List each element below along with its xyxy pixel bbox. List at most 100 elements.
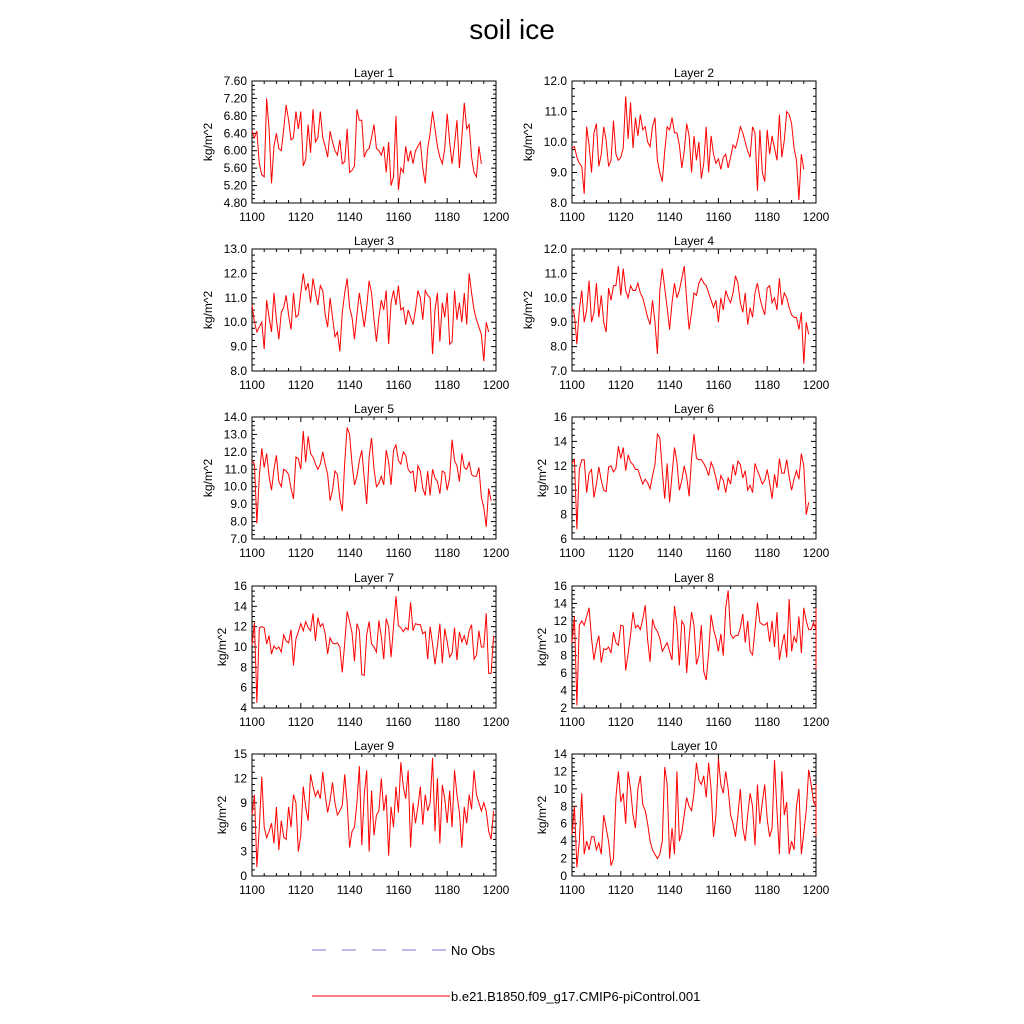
y-tick-label: 12.0 — [224, 266, 248, 280]
panel-layer-8: Layer 8 1100 1120 1140 1160 1180 1200 2 4 6 8 10 12 1… — [535, 571, 830, 729]
panel-layer-3: Layer 3 1100 1120 1140 1160 1180 1200 8.0 9.0 10.… — [201, 234, 510, 392]
y-tick-label: 12 — [554, 614, 568, 628]
x-tick-label: 1140 — [337, 715, 363, 729]
y-tick-label: 10.0 — [544, 291, 568, 305]
panel-title: Layer 2 — [674, 66, 714, 80]
y-tick-label: 8.0 — [550, 340, 567, 354]
series-line — [251, 273, 490, 362]
y-tick-label: 6.40 — [224, 126, 248, 140]
y-tick-label: 4 — [240, 701, 247, 715]
x-tick-label: 1140 — [657, 378, 683, 392]
y-tick-label: 12 — [554, 459, 568, 473]
plot-frame — [571, 753, 817, 877]
y-tick-label: 14 — [554, 747, 568, 761]
x-tick-label: 1160 — [705, 546, 731, 560]
x-tick-label: 1100 — [239, 378, 265, 392]
panel-title: Layer 4 — [674, 234, 714, 248]
y-tick-label: 9.0 — [550, 166, 567, 180]
x-tick-label: 1180 — [434, 546, 460, 560]
y-tick-label: 11.0 — [225, 291, 248, 305]
x-tick-label: 1140 — [337, 210, 363, 224]
y-tick-label: 14 — [234, 599, 248, 613]
panel-title: Layer 9 — [354, 739, 394, 753]
y-tick-label: 4.80 — [224, 196, 248, 210]
y-tick-label: 0 — [240, 869, 247, 883]
series-line — [251, 596, 495, 703]
y-tick-label: 6 — [560, 817, 567, 831]
series-line — [571, 590, 817, 706]
x-tick-label: 1120 — [288, 883, 314, 897]
x-tick-label: 1160 — [705, 883, 731, 897]
x-tick-label: 1120 — [608, 883, 634, 897]
x-tick-label: 1180 — [754, 546, 780, 560]
y-tick-label: 9.0 — [230, 497, 247, 511]
y-axis-label: kg/m^2 — [201, 123, 215, 162]
legend-label: No Obs — [451, 943, 496, 958]
x-tick-label: 1100 — [559, 546, 585, 560]
y-tick-label: 14.0 — [224, 410, 248, 424]
panel-title: Layer 7 — [354, 571, 394, 585]
y-axis-label: kg/m^2 — [521, 291, 535, 330]
y-tick-label: 5.60 — [224, 161, 248, 175]
y-tick-label: 12 — [554, 764, 568, 778]
x-tick-label: 1200 — [803, 210, 830, 224]
y-tick-label: 10.0 — [224, 315, 248, 329]
y-axis-label: kg/m^2 — [201, 459, 215, 498]
y-tick-label: 13.0 — [224, 242, 248, 256]
y-tick-label: 5.20 — [224, 179, 248, 193]
x-tick-label: 1160 — [705, 210, 731, 224]
x-tick-label: 1140 — [657, 715, 683, 729]
panel-layer-5: Layer 5 1100 1120 1140 1160 1180 1200 7.0 8.0 9.0… — [201, 402, 510, 560]
x-tick-label: 1100 — [559, 883, 585, 897]
y-tick-label: 8.0 — [230, 364, 247, 378]
y-tick-label: 6 — [560, 532, 567, 546]
y-tick-label: 3 — [240, 845, 247, 859]
plot-frame — [571, 248, 817, 372]
y-tick-label: 12 — [234, 620, 248, 634]
y-tick-label: 6.80 — [224, 109, 248, 123]
x-tick-label: 1160 — [705, 378, 731, 392]
series-line — [251, 758, 495, 868]
y-tick-label: 16 — [554, 410, 568, 424]
x-tick-label: 1200 — [483, 546, 510, 560]
x-tick-label: 1120 — [608, 210, 634, 224]
x-tick-label: 1200 — [483, 210, 510, 224]
y-tick-label: 7.20 — [224, 91, 248, 105]
x-tick-label: 1100 — [559, 210, 585, 224]
x-tick-label: 1100 — [239, 715, 265, 729]
y-tick-label: 6 — [240, 681, 247, 695]
y-tick-label: 6 — [560, 666, 567, 680]
x-tick-label: 1160 — [385, 715, 411, 729]
x-tick-label: 1200 — [483, 883, 510, 897]
x-tick-label: 1160 — [385, 210, 411, 224]
series-line — [251, 427, 492, 527]
y-tick-label: 9 — [240, 796, 247, 810]
series-line — [571, 96, 805, 200]
y-axis-label: kg/m^2 — [215, 628, 229, 667]
y-tick-label: 8 — [240, 660, 247, 674]
y-axis-label: kg/m^2 — [535, 628, 549, 667]
y-tick-label: 16 — [234, 579, 248, 593]
y-tick-label: 15 — [234, 747, 248, 761]
x-tick-label: 1120 — [288, 715, 314, 729]
y-tick-label: 2 — [560, 701, 567, 715]
x-tick-label: 1200 — [803, 546, 830, 560]
panel-layer-4: Layer 4 1100 1120 1140 1160 1180 1200 7.0 8.0 9.0… — [521, 234, 830, 392]
panel-title: Layer 1 — [354, 66, 394, 80]
y-tick-label: 0 — [560, 869, 567, 883]
y-axis-label: kg/m^2 — [215, 796, 229, 835]
y-axis-label: kg/m^2 — [535, 796, 549, 835]
y-tick-label: 6 — [240, 820, 247, 834]
panel-layer-1: Layer 1 1100 1120 1140 1160 1180 1200 4.80 5.20 5… — [201, 66, 510, 224]
x-tick-label: 1200 — [483, 715, 510, 729]
legend-label: b.e21.B1850.f09_g17.CMIP6-piControl.001 — [451, 989, 700, 1004]
y-tick-label: 8 — [560, 649, 567, 663]
x-tick-label: 1100 — [239, 883, 265, 897]
y-tick-label: 4 — [560, 834, 567, 848]
y-tick-label: 7.0 — [230, 532, 247, 546]
y-tick-label: 10.0 — [544, 135, 568, 149]
y-axis-label: kg/m^2 — [535, 459, 549, 498]
x-tick-label: 1140 — [657, 210, 683, 224]
x-tick-label: 1140 — [337, 546, 363, 560]
panel-layer-7: Layer 7 1100 1120 1140 1160 1180 1200 4 6 8 10 12 14… — [215, 571, 510, 729]
